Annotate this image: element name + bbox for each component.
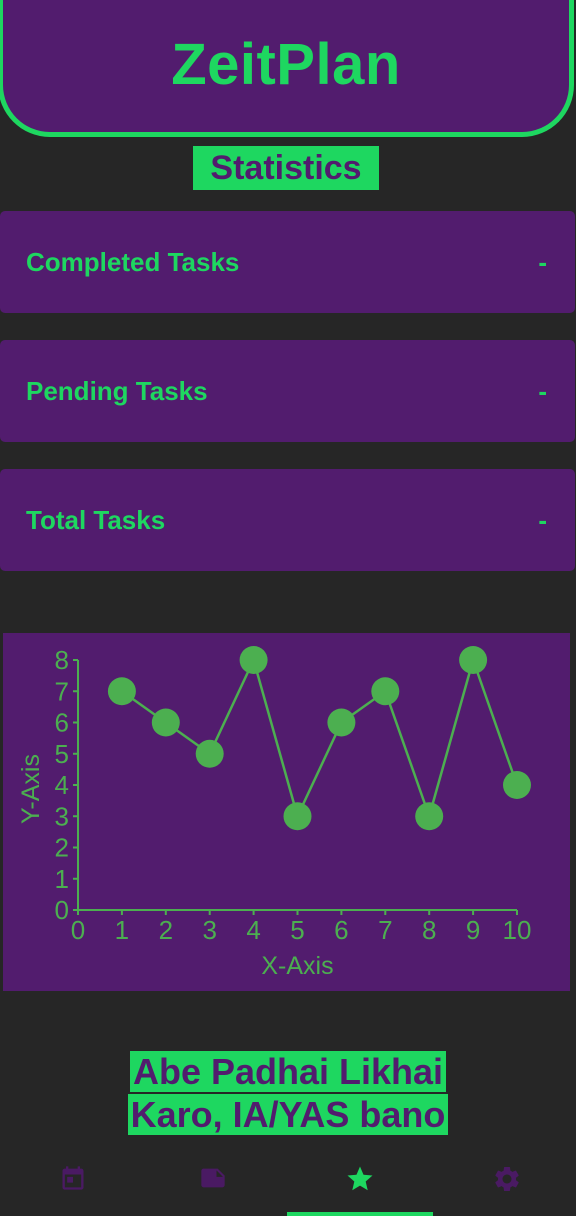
pending-tasks-value: - — [538, 375, 547, 406]
motto-line-1: Abe Padhai Likhai — [129, 1051, 447, 1092]
motto-banner: Abe Padhai Likhai Karo, IA/YAS bano — [0, 1050, 576, 1136]
y-tick-label: 7 — [55, 676, 69, 706]
completed-tasks-label: Completed Tasks — [26, 246, 240, 277]
page-title: Statistics — [193, 146, 379, 190]
pending-tasks-label: Pending Tasks — [26, 375, 208, 406]
x-tick-label: 0 — [71, 915, 85, 945]
star-icon — [347, 1166, 372, 1191]
x-axis-label: X-Axis — [261, 952, 333, 980]
y-tick-label: 5 — [55, 739, 69, 769]
motto-line-2: Karo, IA/YAS bano — [127, 1094, 449, 1135]
nav-notes[interactable] — [140, 1150, 285, 1216]
note-icon — [200, 1168, 225, 1188]
data-point — [415, 802, 444, 831]
data-point — [327, 708, 356, 737]
data-point — [151, 708, 180, 737]
y-tick-label: 3 — [55, 801, 69, 831]
y-tick-label: 4 — [55, 770, 69, 800]
x-tick-label: 6 — [334, 915, 348, 945]
data-point — [195, 739, 224, 768]
y-tick-label: 1 — [55, 864, 69, 894]
x-tick-label: 3 — [202, 915, 216, 945]
x-tick-label: 1 — [115, 915, 129, 945]
y-tick-label: 6 — [55, 708, 69, 738]
pending-tasks-card[interactable]: Pending Tasks - — [0, 340, 575, 442]
x-tick-label: 5 — [290, 915, 304, 945]
bottom-navigation — [0, 1150, 576, 1216]
nav-statistics[interactable] — [287, 1150, 432, 1216]
statistics-chart-panel: 0 1 2 3 4 5 6 7 8 9 10 0 1 2 3 4 5 6 7 8 X-Axis Y-Axis — [3, 633, 570, 991]
x-tick-label: 9 — [466, 915, 480, 945]
data-point — [459, 646, 488, 674]
nav-settings[interactable] — [434, 1150, 576, 1216]
nav-calendar[interactable] — [0, 1150, 145, 1216]
total-tasks-value: - — [538, 504, 547, 535]
data-point — [371, 677, 400, 706]
series-line — [121, 658, 519, 818]
gear-icon — [494, 1167, 519, 1191]
y-tick-label: 2 — [55, 833, 69, 863]
total-tasks-label: Total Tasks — [26, 504, 166, 535]
calendar-icon — [62, 1166, 83, 1190]
app-header: ZeitPlan — [0, 0, 574, 137]
x-tick-label: 10 — [503, 915, 532, 945]
completed-tasks-value: - — [538, 246, 547, 277]
data-point — [107, 677, 136, 706]
completed-tasks-card[interactable]: Completed Tasks - — [0, 211, 575, 313]
x-tick-label: 8 — [422, 915, 436, 945]
x-tick-label: 2 — [159, 915, 173, 945]
app-title: ZeitPlan — [171, 32, 401, 97]
x-tick-label: 4 — [246, 915, 260, 945]
y-tick-label: 8 — [55, 645, 69, 675]
data-point — [239, 646, 268, 674]
x-tick-label: 7 — [378, 915, 392, 945]
data-point — [283, 802, 312, 831]
active-tab-indicator — [287, 1212, 433, 1216]
total-tasks-card[interactable]: Total Tasks - — [0, 469, 575, 571]
y-tick-label: 0 — [55, 895, 69, 925]
data-point — [503, 771, 531, 799]
y-axis-label: Y-Axis — [17, 754, 45, 824]
